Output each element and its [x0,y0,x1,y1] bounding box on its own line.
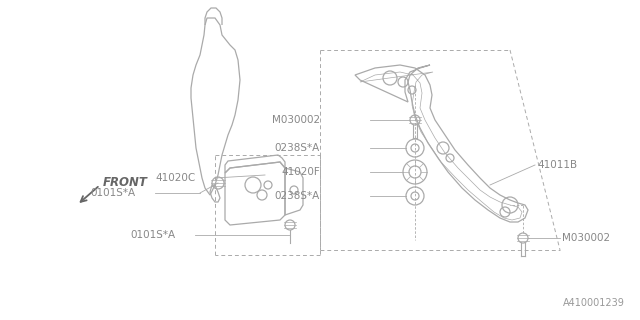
Text: FRONT: FRONT [103,175,148,188]
Text: A410001239: A410001239 [563,298,625,308]
Text: M030002: M030002 [562,233,610,243]
Text: 0238S*A: 0238S*A [275,143,320,153]
Text: 41020C: 41020C [155,173,195,183]
Text: 41011B: 41011B [537,160,577,170]
Text: 41020F: 41020F [281,167,320,177]
Text: M030002: M030002 [272,115,320,125]
Text: 0101S*A: 0101S*A [90,188,135,198]
Text: 0101S*A: 0101S*A [130,230,175,240]
Text: 0238S*A: 0238S*A [275,191,320,201]
